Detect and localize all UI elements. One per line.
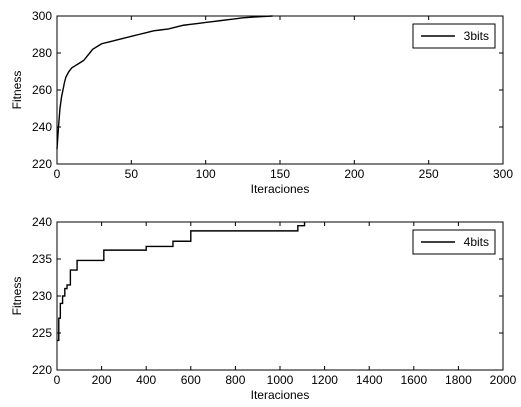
- y-tick-label: 260: [32, 83, 52, 97]
- y-tick-label: 300: [32, 9, 52, 23]
- x-tick-label: 200: [92, 373, 112, 387]
- x-tick-label: 800: [225, 373, 245, 387]
- x-tick-label: 150: [270, 167, 290, 181]
- x-tick-label: 600: [181, 373, 201, 387]
- y-tick-label: 225: [32, 326, 52, 340]
- y-tick-label: 240: [32, 120, 52, 134]
- x-axis-label: Iteraciones: [251, 182, 310, 196]
- x-tick-label: 1200: [311, 373, 338, 387]
- x-tick-label: 1000: [267, 373, 294, 387]
- y-tick-label: 280: [32, 46, 52, 60]
- x-tick-label: 0: [54, 373, 61, 387]
- x-tick-label: 300: [493, 167, 513, 181]
- x-tick-label: 400: [136, 373, 156, 387]
- legend-label: 3bits: [464, 29, 489, 43]
- y-tick-label: 220: [32, 157, 52, 171]
- x-tick-label: 100: [196, 167, 216, 181]
- y-tick-label: 240: [32, 215, 52, 229]
- x-tick-label: 1800: [445, 373, 472, 387]
- legend: 4bits: [412, 229, 496, 255]
- x-tick-label: 200: [344, 167, 364, 181]
- x-tick-label: 2000: [490, 373, 517, 387]
- y-tick-label: 230: [32, 289, 52, 303]
- y-axis-label: Fitness: [10, 71, 24, 110]
- x-tick-label: 0: [54, 167, 61, 181]
- y-axis-label: Fitness: [10, 277, 24, 316]
- x-tick-label: 1600: [400, 373, 427, 387]
- series-line-4bits: [57, 222, 306, 342]
- x-tick-label: 250: [419, 167, 439, 181]
- y-tick-label: 220: [32, 363, 52, 377]
- legend-label: 4bits: [464, 235, 489, 249]
- x-axis-label: Iteraciones: [251, 388, 310, 402]
- y-tick-label: 235: [32, 252, 52, 266]
- legend: 3bits: [412, 23, 496, 49]
- chart-top: 0 50 100 150 200 250 300 220 240 260 280 300 Iteraci…: [10, 9, 513, 196]
- x-tick-label: 1400: [356, 373, 383, 387]
- series-line-3bits: [56, 15, 273, 150]
- x-tick-label: 50: [125, 167, 139, 181]
- chart-bottom: 0 200 400 600 800 1000 1200 1400 1600 1800 2000 220…: [10, 215, 517, 402]
